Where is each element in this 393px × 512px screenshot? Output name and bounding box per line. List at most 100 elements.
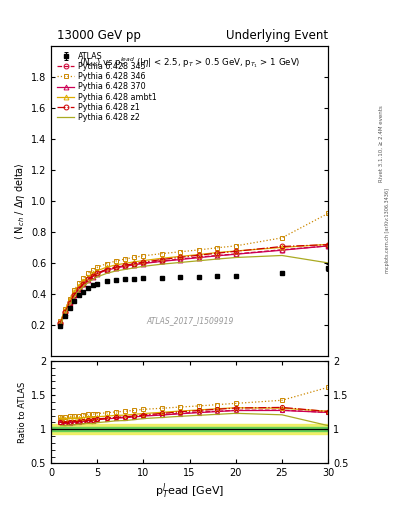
Pythia 6.428 346 [326,210,331,217]
Pythia 6.428 z2 [178,260,183,266]
Text: 13000 GeV pp: 13000 GeV pp [57,29,141,42]
Text: ATLAS_2017_I1509919: ATLAS_2017_I1509919 [146,316,233,325]
Pythia 6.428 z1 [326,242,331,248]
Pythia 6.428 346 [132,254,137,261]
Pythia 6.428 z2 [86,280,90,286]
Pythia 6.428 370 [67,300,72,306]
Pythia 6.428 ambt1 [215,249,220,255]
Pythia 6.428 370 [113,265,118,271]
Pythia 6.428 345 [178,256,183,262]
Pythia 6.428 370 [104,267,109,273]
Pythia 6.428 z2 [132,265,137,271]
Pythia 6.428 z2 [95,274,99,280]
Pythia 6.428 345 [141,260,146,266]
Pythia 6.428 346 [77,280,81,286]
Pythia 6.428 370 [86,277,90,283]
Pythia 6.428 370 [196,254,201,261]
Pythia 6.428 z2 [104,270,109,276]
Pythia 6.428 z2 [279,252,284,259]
Pythia 6.428 345 [58,319,63,326]
Line: Pythia 6.428 z1: Pythia 6.428 z1 [58,242,331,326]
Pythia 6.428 346 [196,247,201,253]
Pythia 6.428 370 [160,258,164,264]
Pythia 6.428 370 [72,292,77,298]
Legend: ATLAS, Pythia 6.428 345, Pythia 6.428 346, Pythia 6.428 370, Pythia 6.428 ambt1,: ATLAS, Pythia 6.428 345, Pythia 6.428 34… [55,50,158,123]
Pythia 6.428 z1 [86,276,90,283]
Pythia 6.428 ambt1 [132,259,137,265]
Pythia 6.428 ambt1 [326,241,331,247]
Pythia 6.428 370 [77,286,81,292]
Pythia 6.428 345 [196,254,201,260]
Pythia 6.428 345 [86,276,90,282]
Pythia 6.428 z1 [72,292,77,298]
Pythia 6.428 ambt1 [77,283,81,289]
Pythia 6.428 346 [141,253,146,259]
X-axis label: p$_T^l$ead [GeV]: p$_T^l$ead [GeV] [155,481,224,501]
Pythia 6.428 370 [178,257,183,263]
Pythia 6.428 370 [326,243,331,249]
Pythia 6.428 ambt1 [86,273,90,280]
Pythia 6.428 370 [81,281,86,287]
Pythia 6.428 370 [95,271,99,277]
Y-axis label: Ratio to ATLAS: Ratio to ATLAS [18,381,27,443]
Pythia 6.428 345 [123,263,127,269]
Pythia 6.428 ambt1 [81,278,86,284]
Pythia 6.428 345 [72,292,77,298]
Pythia 6.428 z1 [95,270,99,276]
Pythia 6.428 z2 [77,288,81,294]
Pythia 6.428 345 [67,300,72,306]
Pythia 6.428 346 [95,264,99,270]
Pythia 6.428 z2 [160,261,164,267]
Pythia 6.428 370 [58,320,63,326]
Pythia 6.428 z2 [90,276,95,283]
Pythia 6.428 370 [279,247,284,253]
Pythia 6.428 ambt1 [279,244,284,250]
Pythia 6.428 370 [123,263,127,269]
Pythia 6.428 346 [178,249,183,255]
Pythia 6.428 ambt1 [95,268,99,274]
Pythia 6.428 ambt1 [178,253,183,260]
Pythia 6.428 z1 [160,257,164,263]
Pythia 6.428 z2 [196,258,201,264]
Pythia 6.428 345 [132,261,137,267]
Pythia 6.428 z1 [215,250,220,256]
Pythia 6.428 z1 [279,243,284,249]
Pythia 6.428 z1 [90,273,95,279]
Pythia 6.428 345 [90,273,95,279]
Pythia 6.428 z2 [62,311,67,317]
Pythia 6.428 ambt1 [160,255,164,261]
Pythia 6.428 z1 [141,259,146,265]
Line: Pythia 6.428 370: Pythia 6.428 370 [58,243,331,326]
Pythia 6.428 z2 [326,260,331,266]
Pythia 6.428 z2 [113,268,118,274]
Pythia 6.428 ambt1 [104,264,109,270]
Pythia 6.428 345 [279,247,284,253]
Pythia 6.428 z2 [215,256,220,262]
Pythia 6.428 345 [215,252,220,259]
Pythia 6.428 z1 [67,300,72,306]
Pythia 6.428 370 [141,261,146,267]
Line: Pythia 6.428 346: Pythia 6.428 346 [58,211,331,324]
Pythia 6.428 345 [113,264,118,270]
Pythia 6.428 z1 [178,254,183,261]
Line: Pythia 6.428 ambt1: Pythia 6.428 ambt1 [58,242,331,324]
Pythia 6.428 346 [81,275,86,281]
Pythia 6.428 z1 [77,286,81,292]
Pythia 6.428 370 [132,262,137,268]
Pythia 6.428 370 [90,273,95,280]
Pythia 6.428 ambt1 [123,260,127,266]
Pythia 6.428 z2 [67,302,72,308]
Pythia 6.428 ambt1 [196,251,201,258]
Pythia 6.428 z1 [123,262,127,268]
Pythia 6.428 ambt1 [141,258,146,264]
Pythia 6.428 z2 [72,294,77,301]
Y-axis label: $\langle$ N$_{ch}$ / $\Delta\eta$ delta$\rangle$: $\langle$ N$_{ch}$ / $\Delta\eta$ delta$… [13,162,27,240]
Pythia 6.428 z2 [233,254,238,261]
Pythia 6.428 345 [77,285,81,291]
Pythia 6.428 z1 [196,252,201,258]
Pythia 6.428 ambt1 [113,262,118,268]
Pythia 6.428 346 [58,318,63,324]
Pythia 6.428 345 [160,258,164,264]
Text: $\langle N_{ch}\rangle$ vs p$_T^{lead}$ ($|\eta|$ < 2.5, p$_T$ > 0.5 GeV, p$_{T_: $\langle N_{ch}\rangle$ vs p$_T^{lead}$ … [79,55,300,70]
Pythia 6.428 370 [215,253,220,259]
